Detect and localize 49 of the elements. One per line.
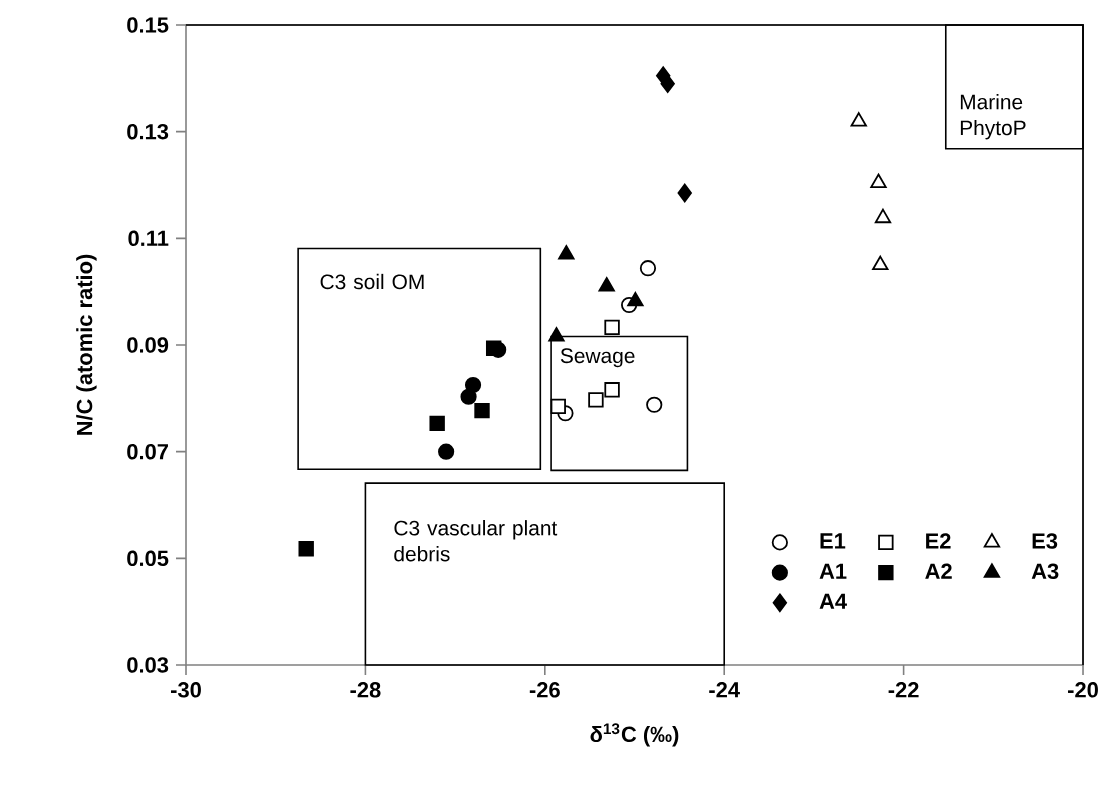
x-axis-title: δ$^{13}$C (‰) [590,723,679,747]
point [872,255,889,271]
legend-label: E1 [820,533,846,549]
point [677,183,692,203]
point [646,396,663,413]
point [604,382,620,398]
point [874,208,892,224]
y-tick-label: 0.05 [127,550,169,567]
annotation: Sewage [560,348,635,368]
point [474,402,490,419]
y-axis-title: N/C (atomic ratio) [76,254,97,435]
point [627,291,644,307]
point [550,398,566,415]
point [485,340,502,356]
point [660,74,675,93]
y-tick-label: 0.15 [127,17,169,33]
point [460,388,477,405]
y-tick-label: 0.09 [127,337,169,353]
point [438,443,455,460]
point [548,327,565,342]
point [298,541,314,557]
legend-label: A3 [1031,563,1059,580]
x-tick-label: -20 [1068,682,1098,698]
legend-label: E2 [926,533,951,549]
x-tick-label: -24 [709,682,740,698]
point [588,392,604,408]
legend-label: A4 [819,593,847,609]
y-tick-label: 0.13 [127,123,169,140]
legend-label: A1 [819,563,847,579]
point [639,260,657,277]
x-tick-label: -30 [171,682,201,698]
x-tick-label: -22 [888,682,919,698]
x-tick-label: -28 [350,682,381,698]
point [598,277,615,292]
legend-label: E3 [1032,533,1058,549]
y-tick-label: 0.03 [127,657,169,673]
point [870,173,887,188]
point [558,245,575,260]
annotation: C3 vascular plant debris [394,520,558,562]
point [464,376,482,394]
point [850,112,867,127]
legend-label: A2 [925,563,952,579]
point [604,319,620,336]
y-tick-label: 0.11 [128,230,169,247]
y-tick-label: 0.07 [127,443,168,460]
annotation: Marine PhytoP [960,94,1026,140]
annotation: C3 soil OM [320,273,424,290]
x-tick-label: -26 [529,682,560,698]
point [429,415,445,432]
